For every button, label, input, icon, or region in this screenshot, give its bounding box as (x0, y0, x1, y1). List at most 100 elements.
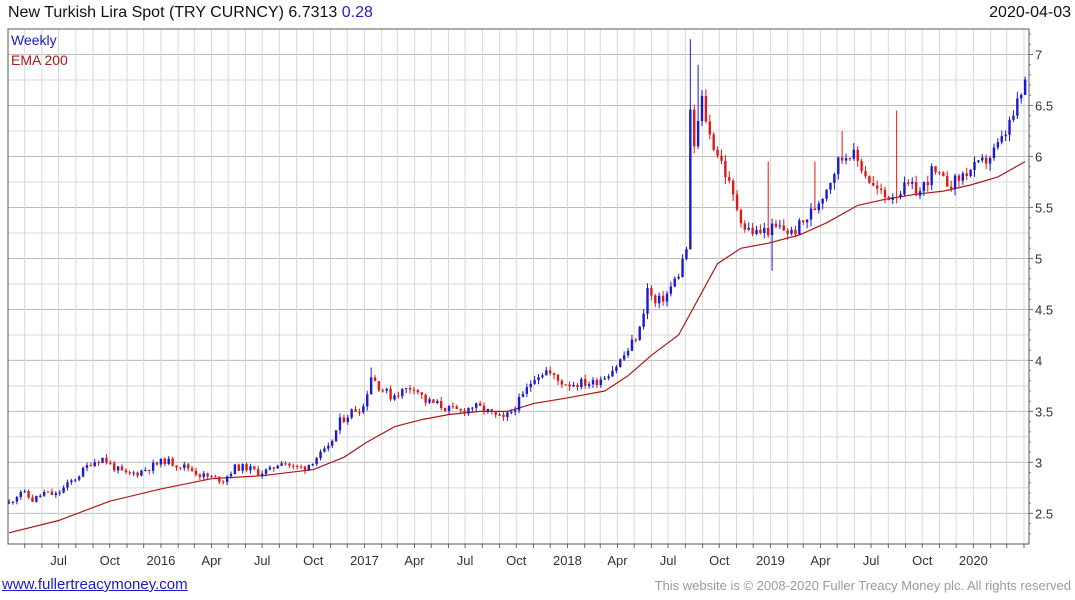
candle-body (673, 278, 676, 287)
candle-body (821, 198, 824, 204)
candle-body (190, 468, 194, 471)
candle-body (782, 225, 785, 231)
candle-body (202, 473, 205, 477)
candle-body (774, 223, 778, 227)
y-tick-label: 6.5 (1035, 98, 1053, 113)
candle-body (903, 182, 906, 195)
candle-body (813, 208, 817, 211)
candle-body (331, 441, 334, 446)
candle-body (891, 197, 894, 200)
candle-body (280, 463, 283, 466)
candle-body (397, 395, 400, 397)
candle-body (840, 157, 844, 161)
candle-body (128, 472, 131, 474)
candle-body (685, 249, 688, 259)
y-tick-label: 2.5 (1035, 506, 1053, 521)
candle-body (638, 326, 641, 340)
candle-body (856, 149, 859, 161)
candle-body (556, 374, 560, 381)
candle-body (837, 157, 840, 175)
candle-body (1023, 79, 1027, 95)
candle-body (580, 379, 583, 387)
candle-body (451, 406, 455, 408)
candle-body (303, 466, 307, 471)
candle-body (548, 370, 552, 374)
candle-body (829, 182, 832, 190)
candle-body (607, 376, 610, 379)
candle-body (720, 155, 723, 161)
candle-body (724, 160, 727, 178)
candle-body (572, 385, 575, 387)
candle-body (455, 406, 458, 409)
ema-200-line (8, 161, 1026, 534)
candle-body (576, 385, 579, 387)
candle-body (393, 395, 396, 400)
candle-body (428, 399, 431, 403)
candle-body (603, 378, 606, 380)
candle-body (926, 182, 929, 186)
x-tick-label: Jul (863, 553, 880, 568)
candle-body (89, 465, 93, 467)
candle-body (486, 409, 490, 412)
candle-body (257, 469, 260, 476)
candle-body (272, 467, 276, 469)
candle-body (315, 458, 318, 465)
legend-ema: EMA 200 (11, 52, 68, 68)
candle-body (490, 409, 494, 412)
candle-body (961, 173, 965, 181)
site-link[interactable]: www.fullertreacymoney.com (2, 576, 188, 593)
candle-body (31, 497, 34, 502)
candle-body (218, 476, 221, 482)
candle-body (35, 495, 38, 502)
candle-body (354, 409, 357, 413)
candle-body (739, 209, 743, 224)
candle-body (513, 410, 517, 412)
candle-body (918, 191, 922, 196)
y-tick-label: 6 (1035, 149, 1042, 164)
candle-body (183, 464, 186, 468)
candle-body (541, 375, 544, 378)
candle-body (369, 377, 373, 395)
y-tick-label: 3.5 (1035, 404, 1053, 419)
x-tick-label: Oct (506, 553, 527, 568)
candle-body (401, 389, 404, 397)
candle-body (953, 175, 957, 189)
x-tick-label: Jul (254, 553, 271, 568)
candle-body (949, 186, 953, 189)
x-tick-label: 2018 (553, 553, 582, 568)
candle-body (934, 166, 937, 173)
candle-body (299, 466, 303, 468)
candle-body (587, 384, 591, 386)
candle-body (233, 464, 237, 474)
candle-body (167, 458, 170, 464)
candle-body (809, 208, 813, 220)
candle-body (946, 175, 949, 187)
candle-body (62, 487, 65, 493)
candle-body (447, 406, 451, 411)
candle-body (229, 473, 233, 477)
candle-body (965, 173, 968, 177)
candle-body (350, 409, 353, 418)
candle-body (237, 464, 240, 471)
candle-body (120, 466, 124, 471)
candle-body (743, 223, 747, 230)
y-tick-label: 5.5 (1035, 200, 1053, 215)
candle-body (517, 396, 521, 411)
candle-body (669, 286, 673, 294)
candle-body (260, 473, 264, 476)
candle-body (529, 383, 532, 388)
candle-body (650, 288, 653, 296)
candle-body (245, 464, 248, 471)
candle-body (459, 408, 462, 411)
candle-body (268, 467, 272, 470)
candle-body (307, 464, 311, 471)
candle-body (264, 469, 268, 474)
candle-body (74, 479, 77, 481)
chart-title-text: New Turkish Lira Spot (TRY CURNCY) (8, 4, 284, 21)
candle-body (420, 392, 423, 395)
candle-body (85, 465, 89, 468)
candle-body (241, 464, 244, 471)
candle-body (175, 465, 178, 468)
candle-body (194, 470, 198, 475)
